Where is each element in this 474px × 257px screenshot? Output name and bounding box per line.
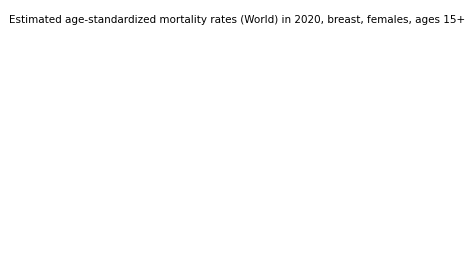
Title: Estimated age-standardized mortality rates (World) in 2020, breast, females, age: Estimated age-standardized mortality rat…: [9, 15, 465, 25]
